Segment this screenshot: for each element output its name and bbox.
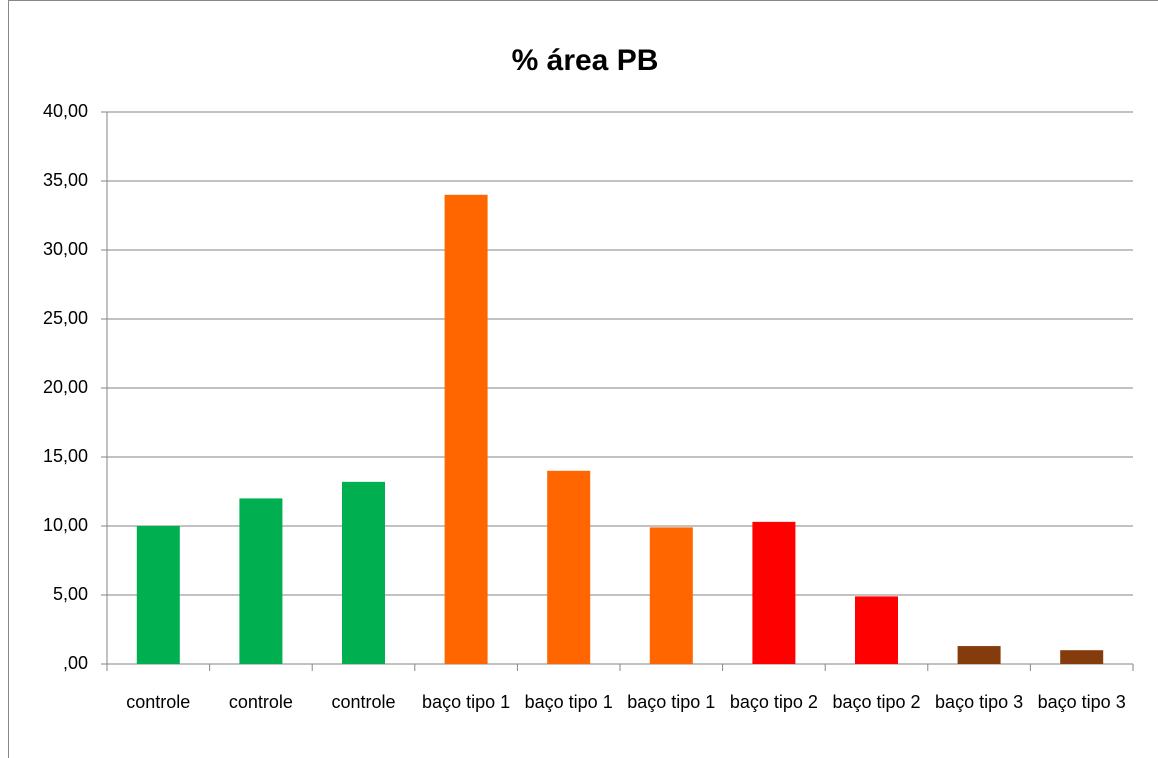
bar — [649, 527, 693, 664]
chart-border — [8, 0, 1158, 758]
y-tick-label: 10,00 — [43, 515, 88, 535]
bar — [547, 470, 591, 664]
y-tick-label: 35,00 — [43, 170, 88, 190]
x-tick-label: controle — [126, 692, 191, 712]
y-tick-label: 25,00 — [43, 308, 88, 328]
bar — [239, 498, 283, 664]
x-tick-label: baço tipo 1 — [524, 692, 613, 712]
x-tick-label: baço tipo 1 — [422, 692, 511, 712]
x-tick-label: baço tipo 3 — [935, 692, 1024, 712]
x-tick-label: baço tipo 2 — [832, 692, 921, 712]
x-tick-label: baço tipo 1 — [627, 692, 716, 712]
bar — [342, 481, 385, 664]
bar — [752, 521, 796, 664]
x-tick-label: baço tipo 3 — [1037, 692, 1126, 712]
x-tick-label: controle — [331, 692, 396, 712]
bar — [444, 194, 488, 665]
bar — [136, 526, 180, 664]
y-tick-label: 20,00 — [43, 377, 88, 397]
bar — [855, 596, 898, 664]
bar — [957, 646, 1001, 664]
chart-title: % área PB — [512, 44, 659, 77]
x-tick-label: controle — [228, 692, 293, 712]
y-tick-label: 15,00 — [43, 446, 88, 466]
y-tick-label: ,00 — [63, 653, 88, 673]
bar — [1060, 650, 1104, 664]
y-tick-label: 40,00 — [43, 101, 88, 121]
x-tick-label: baço tipo 2 — [729, 692, 818, 712]
y-tick-label: 5,00 — [53, 584, 88, 604]
y-tick-label: 30,00 — [43, 239, 88, 259]
